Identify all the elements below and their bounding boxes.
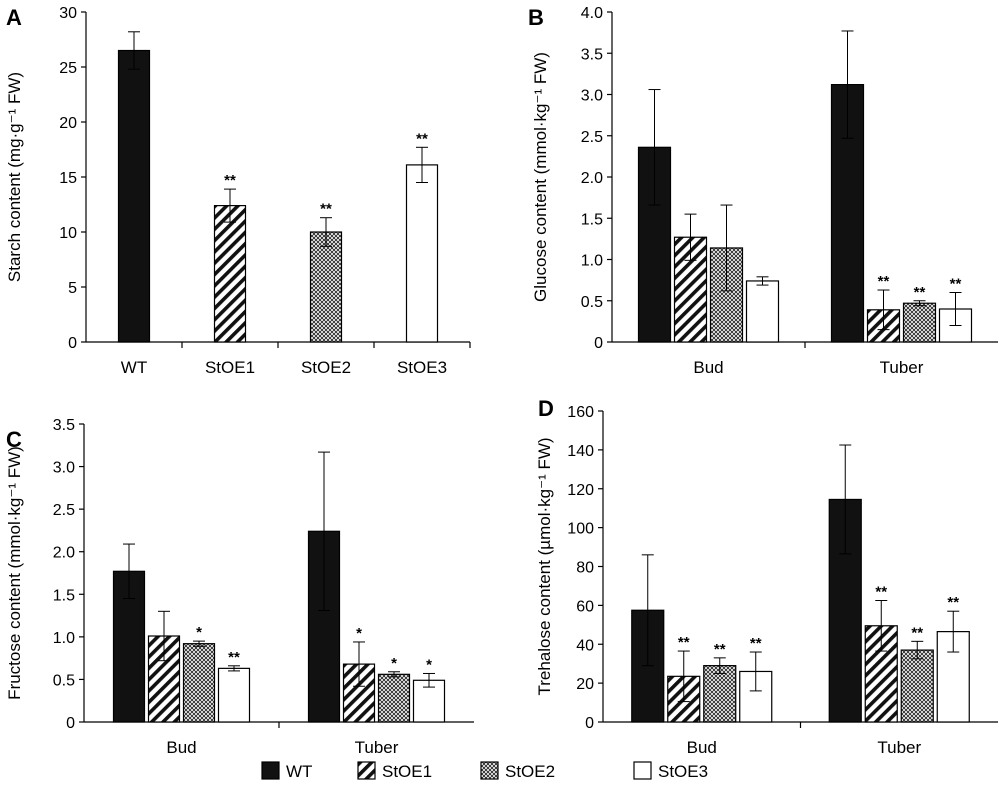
x-category-label: Tuber <box>880 358 924 377</box>
x-category-label: Bud <box>166 738 196 757</box>
legend-label: WT <box>286 762 312 781</box>
y-axis-title: Trehalose content (µmol·kg⁻¹ FW) <box>535 437 554 695</box>
panel-letter: B <box>528 5 544 30</box>
legend-label: StOE2 <box>505 762 555 781</box>
y-tick-label: 0 <box>585 715 594 732</box>
significance-label: ** <box>714 641 726 658</box>
x-category-label: Tuber <box>877 738 921 757</box>
x-category-label: Bud <box>687 738 717 757</box>
bar-stoe2 <box>377 673 411 723</box>
y-tick-label: 60 <box>576 598 594 615</box>
y-tick-label: 120 <box>567 482 594 499</box>
y-tick-label: 1.0 <box>581 253 603 270</box>
legend-swatch <box>633 761 652 780</box>
legend-swatch <box>357 761 376 780</box>
y-tick-label: 20 <box>59 115 77 132</box>
chart-panel-b: B Glucose content (mmol·kg⁻¹ FW) 0 0.5 1.0 1.… <box>528 5 998 377</box>
significance-label: ** <box>750 635 762 652</box>
y-tick-label: 1.0 <box>53 630 75 647</box>
y-tick-label: 15 <box>59 170 77 187</box>
significance-label: * <box>196 624 202 641</box>
y-tick-label: 160 <box>567 404 594 421</box>
y-tick-label: 3.5 <box>53 417 75 434</box>
bar-stoe3 <box>745 280 780 343</box>
y-tick-label: 3.0 <box>53 460 75 477</box>
significance-label: * <box>391 655 397 672</box>
y-tick-label: 0 <box>68 335 77 352</box>
panel-letter: D <box>538 396 554 421</box>
significance-label: * <box>356 625 362 642</box>
y-axis-title: Fructose content (mmol·kg⁻¹ FW) <box>5 446 24 700</box>
y-axis-title: Starch content (mg·g⁻¹ FW) <box>5 72 24 282</box>
y-tick-label: 0.5 <box>581 294 603 311</box>
y-tick-label: 1.5 <box>53 587 75 604</box>
chart-panel-d: D Trehalose content (µmol·kg⁻¹ FW) 0 20 40 60… <box>535 396 998 757</box>
y-tick-label: 4.0 <box>581 5 603 22</box>
y-tick-label: 80 <box>576 560 594 577</box>
y-tick-label: 2.0 <box>581 170 603 187</box>
significance-label: ** <box>947 594 959 611</box>
x-category-label: StOE1 <box>205 358 255 377</box>
panel-letter: C <box>6 427 22 452</box>
bar-wt <box>117 49 151 343</box>
x-category-label: Bud <box>693 358 723 377</box>
y-tick-label: 25 <box>59 60 77 77</box>
y-axis-title: Glucose content (mmol·kg⁻¹ FW) <box>531 52 550 302</box>
legend-entry-stoe1: StOE1 <box>357 761 432 781</box>
bar-stoe2 <box>900 649 934 723</box>
significance-label: ** <box>320 201 332 218</box>
bar-stoe2 <box>902 302 937 343</box>
y-tick-label: 100 <box>567 521 594 538</box>
y-tick-label: 0 <box>594 335 603 352</box>
legend: WT StOE1 StOE2 StOE3 <box>261 761 708 781</box>
bar-stoe1 <box>213 205 247 343</box>
bar-stoe3 <box>217 667 251 723</box>
y-tick-label: 30 <box>59 5 77 22</box>
x-category-label: StOE2 <box>301 358 351 377</box>
y-tick-label: 2.5 <box>581 129 603 146</box>
legend-swatch <box>261 761 280 780</box>
y-tick-label: 140 <box>567 443 594 460</box>
significance-label: ** <box>911 624 923 641</box>
x-category-label: Tuber <box>355 738 399 757</box>
x-category-label: StOE3 <box>397 358 447 377</box>
significance-label: * <box>426 656 432 673</box>
legend-label: StOE3 <box>658 762 708 781</box>
significance-label: ** <box>950 276 962 293</box>
y-tick-label: 3.5 <box>581 46 603 63</box>
y-tick-label: 5 <box>68 280 77 297</box>
legend-label: StOE1 <box>382 762 432 781</box>
chart-panel-a: A Starch content (mg·g⁻¹ FW) 0 5 10 15 20 25 30 W… <box>5 5 471 377</box>
significance-label: ** <box>416 130 428 147</box>
significance-label: ** <box>228 649 240 666</box>
y-tick-label: 2.0 <box>53 545 75 562</box>
y-tick-label: 3.0 <box>581 88 603 105</box>
bar-stoe2 <box>703 665 737 723</box>
significance-label: ** <box>878 273 890 290</box>
legend-entry-stoe3: StOE3 <box>633 761 708 781</box>
legend-entry-wt: WT <box>261 761 312 781</box>
y-tick-label: 20 <box>576 676 594 693</box>
panel-letter: A <box>6 5 22 30</box>
bar-stoe2 <box>182 643 216 723</box>
y-tick-label: 0.5 <box>53 672 75 689</box>
y-tick-label: 10 <box>59 225 77 242</box>
y-tick-label: 2.5 <box>53 502 75 519</box>
significance-label: ** <box>875 584 887 601</box>
significance-label: ** <box>914 284 926 301</box>
legend-entry-stoe2: StOE2 <box>480 761 555 781</box>
significance-label: ** <box>224 172 236 189</box>
bar-stoe2 <box>309 231 343 343</box>
significance-label: ** <box>678 634 690 651</box>
y-tick-label: 40 <box>576 637 594 654</box>
y-tick-label: 1.5 <box>581 211 603 228</box>
bar-stoe3 <box>405 164 439 343</box>
panels: A Starch content (mg·g⁻¹ FW) 0 5 10 15 20 25 30 W… <box>5 5 998 757</box>
x-category-label: WT <box>121 358 147 377</box>
y-tick-label: 0 <box>66 715 75 732</box>
legend-swatch <box>480 761 499 780</box>
